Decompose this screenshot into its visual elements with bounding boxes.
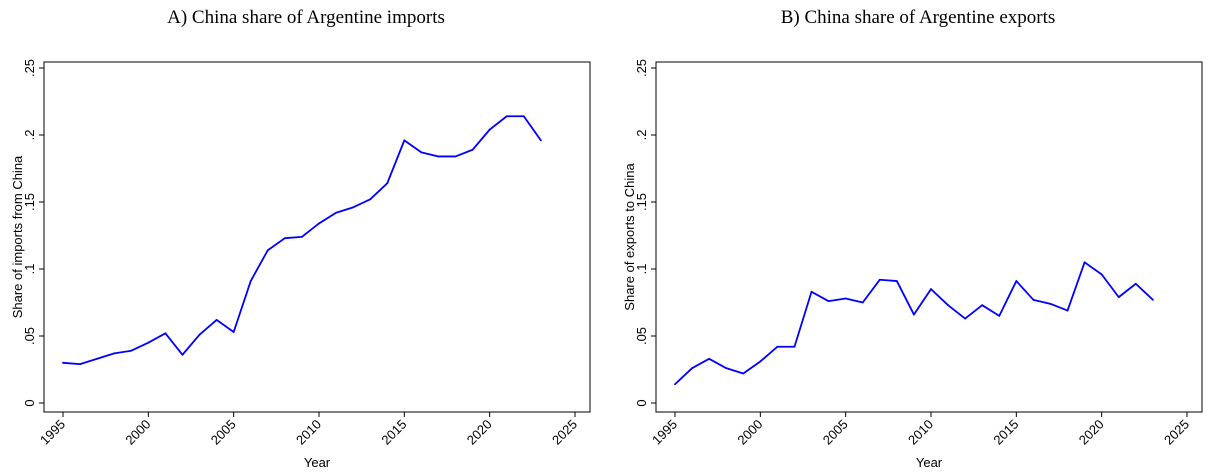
exports-data-point [1049,302,1052,305]
exports-y-tick-label: .15 [634,193,649,211]
exports-x-tick-label: 2025 [1161,417,1192,448]
exports-plot-frame [655,61,1203,413]
imports-y-tick-label: .1 [22,264,37,275]
imports-data-point [266,249,269,252]
exports-x-tick-label: 2010 [905,417,936,448]
exports-chart: 0 .05 .1 .15 .2 .25 1995 2000 2005 2010 2015 2020 20… [622,59,1203,470]
exports-y-tick-label: .25 [634,59,649,77]
imports-y-tick-label: .15 [22,193,37,211]
imports-data-point [215,319,218,321]
exports-series-line [674,261,1154,385]
imports-data-point [62,361,64,364]
imports-data-point [488,128,491,131]
exports-data-point [1015,280,1018,282]
exports-x-tick-label: 2020 [1076,417,1107,448]
exports-data-point [810,290,813,293]
imports-x-tick-label: 2000 [122,417,153,448]
imports-data-point [147,341,150,344]
imports-data-point [96,357,99,360]
exports-data-point [1066,309,1069,312]
exports-y-tick-label: 0 [634,399,649,406]
imports-x-tick-label: 1995 [37,417,68,448]
imports-data-point [437,155,440,158]
imports-panel: A) China share of Argentine imports 0 .05… [0,0,612,475]
imports-x-tick-label: 2020 [464,417,495,448]
imports-data-point [113,352,116,355]
exports-data-point [964,317,967,320]
exports-data-point [895,280,898,282]
imports-data-point [335,211,337,214]
exports-data-point [793,345,796,348]
exports-data-point [691,367,693,370]
imports-x-axis-title: Year [304,455,331,470]
exports-data-point [1083,261,1086,264]
exports-data-point [998,315,1001,317]
exports-data-point [674,383,676,386]
imports-data-point [130,349,133,352]
imports-data-point [198,333,201,336]
imports-data-point [471,148,474,151]
exports-y-tick-label: .1 [634,264,649,275]
imports-y-tick-label: .05 [22,327,37,345]
exports-x-tick-label: 1995 [649,417,680,448]
imports-data-point [505,115,508,118]
exports-data-point [844,297,847,300]
imports-data-point [386,182,389,185]
imports-data-point [318,222,320,225]
exports-data-point [1100,273,1103,276]
exports-x-tick-label: 2015 [990,417,1021,448]
exports-data-point [1151,298,1154,301]
imports-data-point [352,206,355,209]
imports-data-point [301,235,303,238]
imports-data-point [232,331,235,333]
imports-data-point [369,198,372,201]
imports-data-point [164,332,167,335]
exports-chart-title: B) China share of Argentine exports [780,7,1056,28]
exports-data-point [1032,298,1035,301]
imports-y-axis-title: Share of imports from China [10,155,25,318]
exports-data-point [1134,282,1137,285]
imports-data-point [249,280,252,282]
imports-series-line [62,115,542,366]
exports-y-tick-label: .2 [634,130,649,141]
imports-x-tick-label: 2005 [208,417,239,448]
exports-data-point [776,345,779,348]
imports-data-point [539,139,542,142]
exports-data-point [930,288,932,290]
exports-data-point [878,278,881,281]
imports-data-point [181,353,184,356]
exports-y-axis-title: Share of exports to China [622,163,637,311]
imports-y-tick-label: .25 [22,59,37,77]
exports-y-tick-label: .05 [634,327,649,345]
imports-data-point [522,115,525,118]
imports-x-tick-label: 2015 [378,417,409,448]
imports-data-point [283,237,286,240]
exports-x-axis-title: Year [916,455,943,470]
imports-y-tick-label: 0 [22,399,37,406]
imports-x-tick-label: 2010 [293,417,324,448]
exports-data-point [742,372,745,375]
exports-x-tick-label: 2000 [734,417,765,448]
imports-x-tick-label: 2025 [549,417,580,448]
imports-data-point [454,155,457,158]
imports-chart: 0 .05 .1 .15 .2 .25 1995 2000 2005 2010 2015 2020 20… [10,59,591,470]
imports-data-point [79,363,81,366]
exports-data-point [861,301,864,304]
imports-data-point [420,151,423,154]
imports-data-point [403,139,406,142]
exports-panel: B) China share of Argentine exports 0 .05… [612,0,1224,475]
imports-chart-title: A) China share of Argentine imports [167,7,445,28]
exports-data-point [827,300,830,303]
exports-data-point [947,304,949,307]
exports-x-tick-label: 2005 [820,417,851,448]
exports-data-point [759,360,762,363]
exports-data-point [913,313,915,316]
exports-data-point [725,367,728,370]
exports-data-point [1117,296,1120,299]
imports-plot-frame [43,61,591,413]
exports-data-point [981,304,984,307]
exports-data-point [708,357,711,360]
imports-y-tick-label: .2 [22,130,37,141]
